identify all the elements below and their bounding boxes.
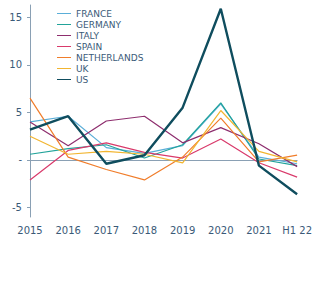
svg-text:2016: 2016 bbox=[55, 225, 80, 236]
svg-text:FRANCE: FRANCE bbox=[76, 9, 112, 19]
svg-text:-5: -5 bbox=[12, 202, 22, 213]
svg-text:SPAIN: SPAIN bbox=[76, 42, 102, 52]
svg-text:2015: 2015 bbox=[17, 225, 42, 236]
svg-text:2021: 2021 bbox=[246, 225, 271, 236]
svg-text:H1 22: H1 22 bbox=[282, 225, 312, 236]
svg-text:ITALY: ITALY bbox=[76, 31, 99, 41]
svg-text:2018: 2018 bbox=[132, 225, 157, 236]
svg-text:2020: 2020 bbox=[208, 225, 233, 236]
svg-text:2019: 2019 bbox=[170, 225, 195, 236]
svg-text:2017: 2017 bbox=[94, 225, 119, 236]
svg-text:NETHERLANDS: NETHERLANDS bbox=[76, 53, 144, 63]
svg-text:10: 10 bbox=[9, 59, 22, 70]
svg-text:GERMANY: GERMANY bbox=[76, 20, 122, 30]
svg-text:15: 15 bbox=[9, 12, 22, 23]
svg-text:US: US bbox=[76, 75, 89, 85]
svg-text:5: 5 bbox=[16, 107, 22, 118]
svg-text:UK: UK bbox=[76, 64, 90, 74]
svg-text:-: - bbox=[18, 154, 22, 165]
